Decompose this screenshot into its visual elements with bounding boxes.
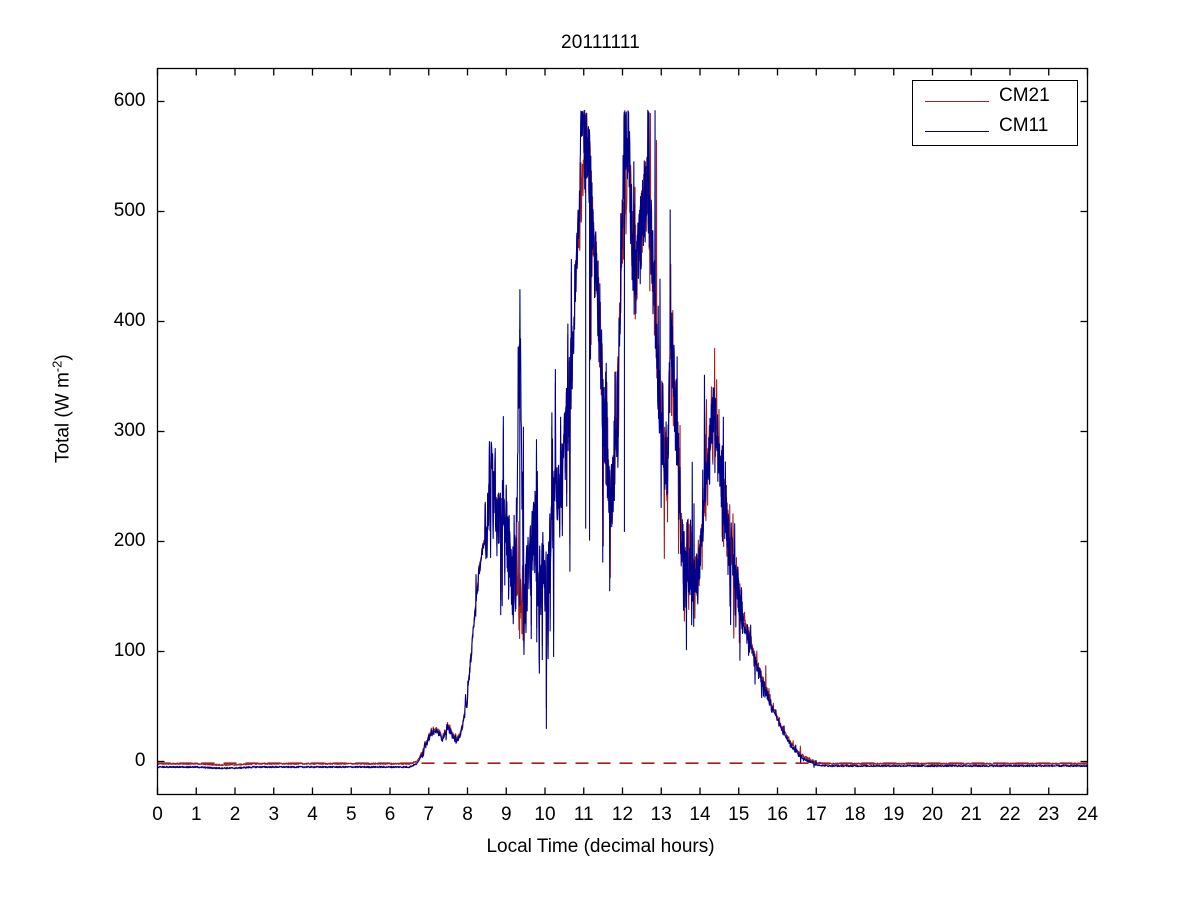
x-tick-label: 21	[960, 803, 982, 825]
x-tick-label: 20	[921, 803, 944, 825]
legend-label: CM21	[999, 85, 1050, 106]
legend-item-cm21[interactable]: CM21	[913, 85, 1077, 117]
y-tick-label: 400	[113, 309, 146, 331]
x-tick-label: 22	[999, 803, 1021, 825]
x-tick-label: 4	[307, 803, 318, 825]
x-tick-label: 1	[190, 803, 202, 825]
x-tick-label: 15	[728, 803, 750, 825]
x-tick-label: 18	[844, 803, 866, 825]
legend-label: CM11	[999, 115, 1049, 136]
legend[interactable]: CM21 CM11	[912, 80, 1078, 146]
legend-line-swatch	[925, 131, 989, 132]
x-tick-label: 5	[345, 803, 357, 825]
x-tick-label: 11	[573, 803, 594, 825]
y-tick-label: 200	[113, 529, 146, 551]
x-tick-label: 0	[152, 803, 163, 825]
y-tick-label: 300	[113, 419, 146, 441]
x-tick-label: 17	[805, 803, 827, 825]
y-tick-label: 500	[113, 199, 146, 221]
x-tick-label: 8	[462, 803, 473, 825]
axis-ticks	[156, 68, 1089, 795]
x-tick-label: 16	[766, 803, 789, 825]
series-line-cm11	[157, 109, 1088, 770]
y-tick-label: 100	[113, 639, 146, 661]
y-tick-label: 0	[134, 749, 146, 771]
x-tick-label: 24	[1076, 803, 1099, 825]
x-tick-label: 13	[650, 803, 672, 825]
data-series-group	[157, 109, 1088, 770]
legend-item-cm11[interactable]: CM11	[913, 115, 1077, 147]
y-tick-label: 600	[113, 89, 146, 111]
x-tick-label: 19	[883, 803, 905, 825]
x-tick-label: 9	[500, 803, 512, 825]
x-tick-label: 3	[268, 803, 280, 825]
x-tick-label: 7	[423, 803, 435, 825]
chart-title: 20111111	[560, 32, 641, 53]
x-tick-label: 6	[384, 803, 396, 825]
x-tick-label: 14	[689, 803, 711, 825]
x-tick-label: 2	[229, 803, 241, 825]
x-tick-label: 10	[534, 803, 556, 825]
legend-line-swatch	[925, 101, 989, 102]
x-tick-label: 23	[1038, 803, 1060, 825]
x-tick-label: 12	[611, 803, 634, 825]
